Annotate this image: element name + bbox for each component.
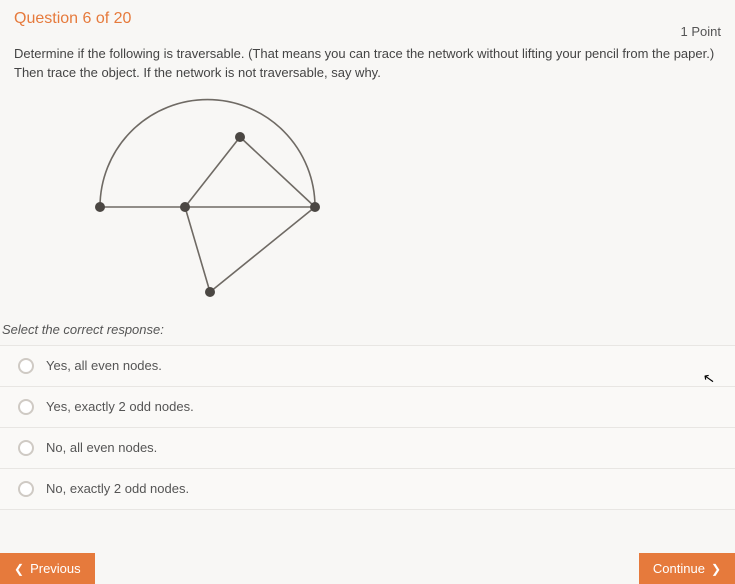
previous-label: Previous — [30, 561, 81, 576]
question-text: Determine if the following is traversabl… — [0, 45, 735, 91]
question-points: 1 Point — [681, 10, 721, 39]
network-figure — [0, 91, 735, 316]
radio-icon[interactable] — [18, 481, 34, 497]
option-label: Yes, all even nodes. — [46, 358, 162, 373]
radio-icon[interactable] — [18, 440, 34, 456]
chevron-left-icon: ❮ — [14, 562, 24, 576]
select-prompt: Select the correct response: — [0, 316, 735, 345]
network-svg — [70, 97, 370, 307]
radio-icon[interactable] — [18, 399, 34, 415]
radio-icon[interactable] — [18, 358, 34, 374]
continue-button[interactable]: Continue ❯ — [639, 553, 735, 584]
option-row[interactable]: Yes, exactly 2 odd nodes. — [0, 386, 735, 427]
question-header: Question 6 of 20 1 Point — [0, 0, 735, 45]
option-row[interactable]: No, all even nodes. — [0, 427, 735, 468]
option-row[interactable]: Yes, all even nodes. — [0, 345, 735, 386]
footer-nav: ❮ Previous Continue ❯ — [0, 553, 735, 584]
option-label: Yes, exactly 2 odd nodes. — [46, 399, 194, 414]
previous-button[interactable]: ❮ Previous — [0, 553, 95, 584]
option-label: No, exactly 2 odd nodes. — [46, 481, 189, 496]
option-label: No, all even nodes. — [46, 440, 157, 455]
question-title: Question 6 of 20 — [14, 10, 131, 28]
continue-label: Continue — [653, 561, 705, 576]
chevron-right-icon: ❯ — [711, 562, 721, 576]
options-list: Yes, all even nodes. Yes, exactly 2 odd n… — [0, 345, 735, 510]
option-row[interactable]: No, exactly 2 odd nodes. — [0, 468, 735, 510]
